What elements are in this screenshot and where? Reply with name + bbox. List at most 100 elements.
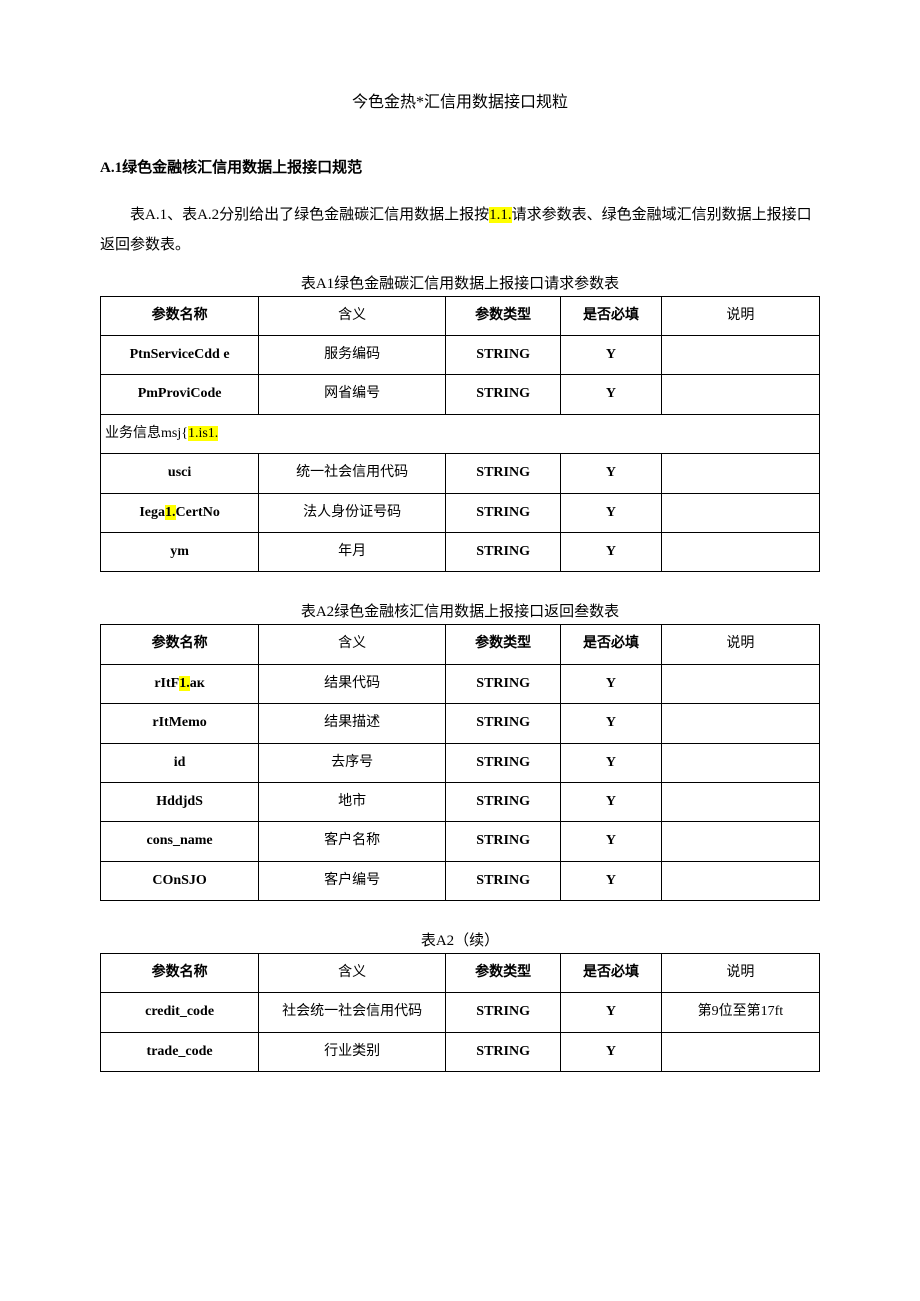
header-desc: 说明 xyxy=(661,625,819,664)
cell-meaning: 年月 xyxy=(259,532,446,571)
header-meaning: 含义 xyxy=(259,296,446,335)
cell-name: rItF1.aк xyxy=(101,664,259,703)
table-row: trade_code 行业类别 STRING Y xyxy=(101,1032,820,1071)
cell-req: Y xyxy=(561,861,662,900)
table-row: PmProviCode 网省编号 STRING Y xyxy=(101,375,820,414)
cell-meaning: 去序号 xyxy=(259,743,446,782)
table-row: PtnServiceCdd e 服务编码 STRING Y xyxy=(101,335,820,374)
cell-meaning: 网省编号 xyxy=(259,375,446,414)
cell-name-hl: 1. xyxy=(179,676,190,691)
cell-desc xyxy=(661,375,819,414)
cell-type: STRING xyxy=(446,861,561,900)
cell-meaning: 客户编号 xyxy=(259,861,446,900)
header-desc: 说明 xyxy=(661,954,819,993)
header-desc: 说明 xyxy=(661,296,819,335)
cell-meaning: 结果代码 xyxy=(259,664,446,703)
table-header-row: 参数名称 含义 参数类型 是否必填 说明 xyxy=(101,625,820,664)
table-a1: 参数名称 含义 参数类型 是否必填 说明 PtnServiceCdd e 服务编… xyxy=(100,296,820,573)
table-row: ym 年月 STRING Y xyxy=(101,532,820,571)
header-meaning: 含义 xyxy=(259,625,446,664)
table-a2c-caption: 表A2（续） xyxy=(100,929,820,953)
cell-meaning: 社会统一社会信用代码 xyxy=(259,993,446,1032)
cell-desc xyxy=(661,454,819,493)
header-param-name: 参数名称 xyxy=(101,954,259,993)
table-header-row: 参数名称 含义 参数类型 是否必填 说明 xyxy=(101,954,820,993)
cell-name: id xyxy=(101,743,259,782)
cell-req: Y xyxy=(561,822,662,861)
cell-name: HddjdS xyxy=(101,782,259,821)
cell-req: Y xyxy=(561,375,662,414)
table-a2-caption: 表A2绿色金融核汇信用数据上报接口返回叁数表 xyxy=(100,600,820,624)
header-param-type: 参数类型 xyxy=(446,625,561,664)
cell-desc xyxy=(661,861,819,900)
cell-type: STRING xyxy=(446,782,561,821)
cell-type: STRING xyxy=(446,335,561,374)
cell-type: STRING xyxy=(446,532,561,571)
cell-req: Y xyxy=(561,704,662,743)
cell-desc xyxy=(661,532,819,571)
cell-req: Y xyxy=(561,1032,662,1071)
cell-name: PtnServiceCdd e xyxy=(101,335,259,374)
cell-type: STRING xyxy=(446,375,561,414)
cell-desc xyxy=(661,335,819,374)
cell-meaning: 法人身份证号码 xyxy=(259,493,446,532)
cell-desc: 第9位至第17ft xyxy=(661,993,819,1032)
span-text-hl: 1.is1. xyxy=(188,426,218,441)
cell-req: Y xyxy=(561,782,662,821)
cell-req: Y xyxy=(561,493,662,532)
span-cell: 业务信息msj{1.is1. xyxy=(101,414,820,453)
table-row: cons_name 客户名称 STRING Y xyxy=(101,822,820,861)
cell-name: cons_name xyxy=(101,822,259,861)
intro-paragraph: 表A.1、表A.2分别给出了绿色金融碳汇信用数据上报按1.1.请求参数表、绿色金… xyxy=(100,200,820,260)
cell-meaning: 行业类别 xyxy=(259,1032,446,1071)
cell-type: STRING xyxy=(446,493,561,532)
cell-name-hl: 1. xyxy=(165,505,176,520)
cell-name-post: aк xyxy=(190,676,205,691)
table-a1-caption: 表A1绿色金融碳汇信用数据上报接口请求参数表 xyxy=(100,272,820,296)
cell-desc xyxy=(661,743,819,782)
header-meaning: 含义 xyxy=(259,954,446,993)
header-param-name: 参数名称 xyxy=(101,296,259,335)
cell-desc xyxy=(661,782,819,821)
cell-type: STRING xyxy=(446,704,561,743)
intro-highlight-1: 1.1. xyxy=(489,207,512,223)
cell-desc xyxy=(661,493,819,532)
cell-meaning: 统一社会信用代码 xyxy=(259,454,446,493)
cell-meaning: 结果描述 xyxy=(259,704,446,743)
cell-meaning: 服务编码 xyxy=(259,335,446,374)
cell-req: Y xyxy=(561,454,662,493)
cell-meaning: 地市 xyxy=(259,782,446,821)
header-param-type: 参数类型 xyxy=(446,954,561,993)
table-row: Iega1.CertNo 法人身份证号码 STRING Y xyxy=(101,493,820,532)
cell-name-pre: Iega xyxy=(139,505,165,520)
table-row: HddjdS 地市 STRING Y xyxy=(101,782,820,821)
cell-name: credit_code xyxy=(101,993,259,1032)
section-heading: A.1绿色金融核汇信用数据上报接口规范 xyxy=(100,156,820,180)
cell-name: trade_code xyxy=(101,1032,259,1071)
intro-text-pre: 表A.1、表A.2分别给出了绿色金融碳汇信用数据上报按 xyxy=(130,207,489,223)
cell-name: Iega1.CertNo xyxy=(101,493,259,532)
cell-name: usci xyxy=(101,454,259,493)
cell-type: STRING xyxy=(446,993,561,1032)
header-required: 是否必填 xyxy=(561,625,662,664)
cell-name: ym xyxy=(101,532,259,571)
header-param-name: 参数名称 xyxy=(101,625,259,664)
cell-type: STRING xyxy=(446,743,561,782)
cell-name: PmProviCode xyxy=(101,375,259,414)
cell-desc xyxy=(661,822,819,861)
cell-name: rItMemo xyxy=(101,704,259,743)
span-text-pre: 业务信息msj{ xyxy=(105,426,188,441)
cell-type: STRING xyxy=(446,454,561,493)
cell-req: Y xyxy=(561,532,662,571)
cell-meaning: 客户名称 xyxy=(259,822,446,861)
cell-req: Y xyxy=(561,335,662,374)
cell-desc xyxy=(661,704,819,743)
table-row: rItMemo 结果描述 STRING Y xyxy=(101,704,820,743)
cell-req: Y xyxy=(561,993,662,1032)
table-row: id 去序号 STRING Y xyxy=(101,743,820,782)
header-param-type: 参数类型 xyxy=(446,296,561,335)
cell-name-pre: rItF xyxy=(154,676,179,691)
table-a2-continued: 参数名称 含义 参数类型 是否必填 说明 credit_code 社会统一社会信… xyxy=(100,953,820,1072)
cell-name-post: CertNo xyxy=(176,505,220,520)
header-required: 是否必填 xyxy=(561,954,662,993)
